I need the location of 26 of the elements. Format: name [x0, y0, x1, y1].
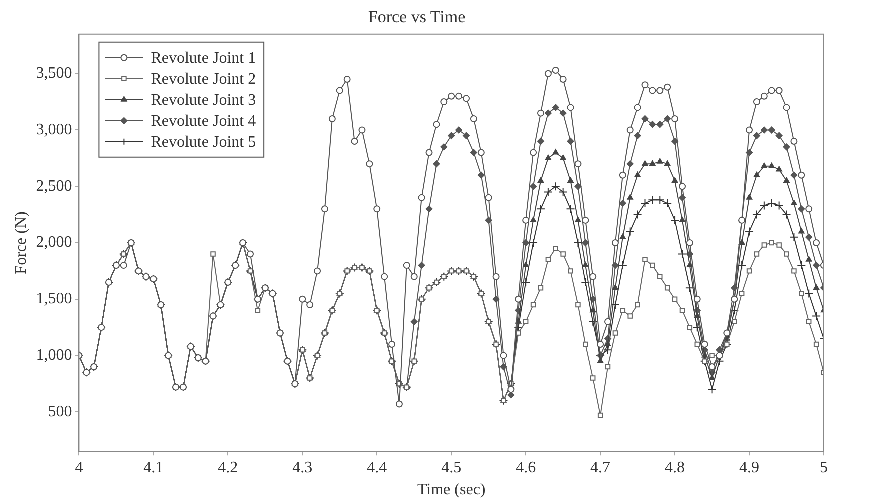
x-axis-title: Time (sec): [417, 482, 486, 499]
y-tick-label: 500: [48, 403, 72, 420]
y-tick-label: 1,000: [36, 346, 72, 364]
x-tick-label: 4.3: [292, 459, 313, 476]
x-tick-label: 4.6: [516, 459, 536, 476]
x-tick-label: 4.1: [144, 459, 164, 476]
x-tick-label: 4.5: [442, 459, 462, 476]
x-tick-label: 5: [820, 459, 828, 476]
y-tick-label: 1,500: [36, 290, 72, 308]
x-tick-label: 4.4: [367, 459, 388, 476]
legend-label: Revolute Joint 1: [151, 50, 256, 68]
legend-label: Revolute Joint 3: [151, 92, 256, 110]
x-tick-label: 4.7: [590, 459, 611, 476]
legend-label: Revolute Joint 4: [151, 113, 256, 130]
y-axis-title: Force (N): [12, 212, 30, 274]
chart-title: Force vs Time: [368, 8, 466, 27]
legend-label: Revolute Joint 2: [151, 71, 256, 88]
y-tick-label: 3,500: [36, 65, 72, 82]
x-tick-label: 4.8: [665, 459, 686, 476]
legend-label: Revolute Joint 5: [151, 134, 256, 152]
x-tick-label: 4.2: [218, 459, 238, 476]
y-tick-label: 3,000: [36, 121, 72, 138]
y-tick-label: 2,500: [36, 178, 72, 195]
x-tick-label: 4: [75, 459, 84, 476]
x-tick-label: 4.9: [740, 459, 760, 476]
y-tick-label: 2,000: [36, 234, 72, 252]
